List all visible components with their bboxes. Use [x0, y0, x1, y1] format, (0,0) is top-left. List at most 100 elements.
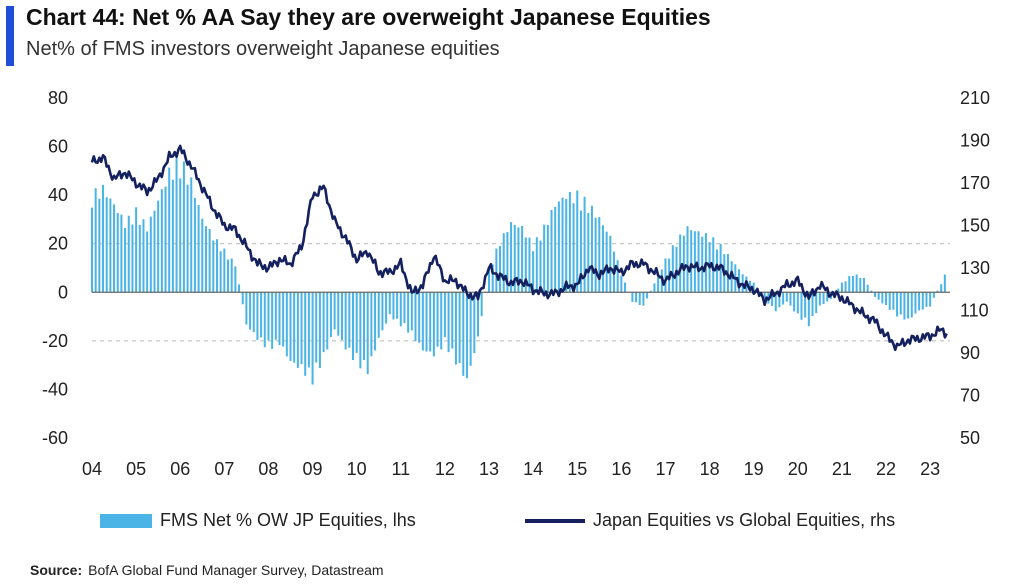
bar — [771, 292, 774, 306]
bar — [918, 292, 921, 311]
bar — [465, 292, 468, 379]
y-right-tick-label: 90 — [960, 343, 980, 363]
legend-bar-swatch — [100, 513, 152, 528]
bar — [609, 235, 612, 293]
bar — [256, 292, 259, 341]
bar — [363, 292, 366, 361]
bar — [102, 184, 105, 293]
bar — [675, 246, 678, 293]
bar — [605, 231, 608, 293]
bar — [300, 292, 303, 365]
bar — [521, 226, 524, 293]
bar — [451, 292, 454, 349]
bar — [682, 235, 685, 293]
bar — [252, 292, 255, 333]
bar — [866, 284, 869, 293]
bar — [351, 292, 355, 361]
y-right-tick-label: 170 — [960, 173, 990, 193]
legend-item-line: Japan Equities vs Global Equities, rhs — [525, 510, 895, 531]
bar — [925, 292, 928, 307]
bar — [418, 292, 421, 343]
bar — [274, 292, 277, 340]
bar — [488, 268, 491, 293]
bar — [348, 292, 351, 348]
source-note: Source: BofA Global Fund Manager Survey, … — [30, 562, 384, 578]
bar — [855, 274, 858, 293]
bar — [425, 292, 428, 352]
bar — [506, 231, 509, 293]
bar — [296, 292, 299, 368]
bar — [885, 292, 888, 306]
bar — [535, 237, 538, 293]
bar — [377, 292, 380, 338]
bar — [344, 292, 347, 350]
bar — [388, 292, 391, 315]
bar — [620, 275, 623, 293]
bar — [543, 224, 546, 293]
bar — [179, 178, 182, 293]
source-text: BofA Global Fund Manager Survey, Datastr… — [88, 562, 384, 578]
bar — [749, 280, 752, 293]
bar — [598, 217, 601, 293]
bar — [914, 292, 917, 314]
bar — [432, 292, 435, 357]
bar — [436, 292, 439, 347]
x-tick-label: 16 — [611, 459, 631, 479]
bar — [601, 225, 604, 293]
bar — [157, 200, 160, 293]
y-right-tick-label: 110 — [960, 301, 989, 321]
bar — [124, 228, 127, 293]
bar — [311, 292, 314, 385]
bar — [712, 237, 715, 293]
bar — [899, 292, 902, 315]
x-tick-label: 14 — [523, 459, 543, 479]
bar — [800, 292, 803, 320]
bar — [943, 274, 946, 293]
bar — [892, 292, 895, 310]
x-tick-label: 09 — [303, 459, 323, 479]
y-right-tick-label: 190 — [960, 131, 990, 151]
y-left-tick-label: -60 — [42, 428, 68, 448]
bar — [138, 224, 141, 293]
x-tick-label: 07 — [214, 459, 234, 479]
bar — [98, 198, 101, 293]
bar — [859, 277, 862, 293]
y-left-tick-label: 40 — [48, 185, 68, 205]
y-right-tick-label: 150 — [960, 216, 990, 236]
chart-plot: -60 -40 -20 0 20 40 60 80 50 70 90 110 130 150 170 190 2… — [42, 88, 990, 479]
bar — [135, 207, 138, 293]
bar — [340, 292, 343, 340]
bar — [366, 292, 369, 375]
bar — [304, 292, 307, 376]
bar — [539, 240, 542, 293]
bar — [495, 248, 498, 293]
bar — [476, 292, 480, 337]
bar — [215, 239, 218, 293]
bar — [120, 214, 123, 293]
bar — [403, 292, 406, 324]
y-right-tick-label: 210 — [960, 88, 990, 108]
bar — [546, 224, 549, 293]
bar — [715, 249, 718, 293]
bar — [774, 292, 777, 312]
bar — [473, 292, 476, 354]
bar — [649, 290, 652, 293]
bar — [204, 226, 207, 293]
legend-line-label: Japan Equities vs Global Equities, rhs — [593, 510, 896, 530]
bar — [480, 292, 483, 317]
bar — [116, 213, 119, 293]
bar — [572, 203, 575, 293]
x-tick-label: 18 — [700, 459, 720, 479]
bar — [785, 292, 788, 302]
bar — [778, 292, 781, 308]
bar — [385, 292, 388, 324]
bar — [322, 292, 325, 353]
bar — [234, 266, 237, 293]
bar — [631, 292, 634, 302]
bar — [355, 292, 358, 353]
bar — [896, 292, 899, 317]
bar — [579, 210, 582, 293]
bar — [271, 292, 274, 349]
y-right-tick-label: 130 — [960, 258, 990, 278]
y-right-tick-label: 70 — [960, 386, 980, 406]
